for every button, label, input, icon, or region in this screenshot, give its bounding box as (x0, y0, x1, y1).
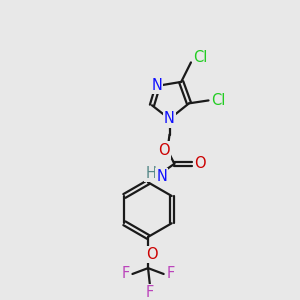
Text: F: F (146, 285, 154, 300)
Text: O: O (194, 156, 206, 171)
Text: F: F (122, 266, 130, 281)
Text: Cl: Cl (194, 50, 208, 65)
Text: O: O (158, 142, 170, 158)
Text: N: N (156, 169, 167, 184)
Text: Cl: Cl (211, 93, 225, 108)
Text: O: O (146, 247, 158, 262)
Text: F: F (167, 266, 175, 281)
Text: N: N (164, 111, 175, 126)
Text: N: N (152, 78, 162, 93)
Text: H: H (146, 166, 156, 181)
